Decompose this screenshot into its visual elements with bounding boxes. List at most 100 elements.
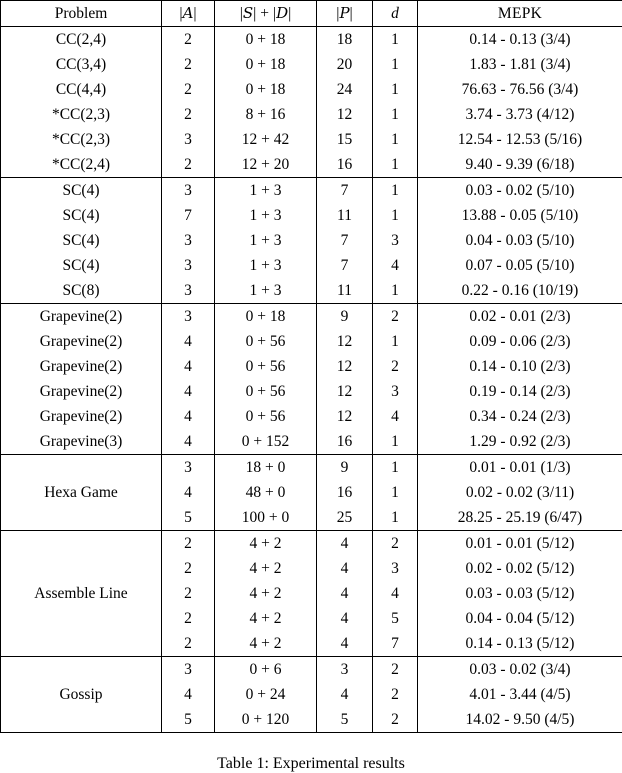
propositions-cell: 20 <box>317 52 373 77</box>
mepk-cell: 0.04 - 0.03 (5/10) <box>418 228 622 253</box>
propositions-cell: 9 <box>317 304 373 330</box>
agents-cell: 3 <box>162 657 215 683</box>
problem-cell: SC(8) <box>1 278 162 304</box>
depth-cell: 1 <box>373 152 418 178</box>
agents-cell: 2 <box>162 77 215 102</box>
mepk-cell: 76.63 - 76.56 (3/4) <box>418 77 622 102</box>
problem-cell: SC(4) <box>1 253 162 278</box>
depth-cell: 5 <box>373 606 418 631</box>
propositions-cell: 9 <box>317 455 373 481</box>
depth-cell: 2 <box>373 304 418 330</box>
depth-cell: 7 <box>373 631 418 657</box>
states-domains-cell: 0 + 18 <box>215 52 317 77</box>
propositions-cell: 11 <box>317 203 373 228</box>
propositions-cell: 4 <box>317 581 373 606</box>
mepk-cell: 13.88 - 0.05 (5/10) <box>418 203 622 228</box>
problem-cell: SC(4) <box>1 203 162 228</box>
states-domains-cell: 0 + 6 <box>215 657 317 683</box>
header-label-problem: Problem <box>55 5 108 22</box>
problem-group-label: Gossip <box>1 657 162 733</box>
agents-cell: 2 <box>162 52 215 77</box>
agents-cell: 2 <box>162 556 215 581</box>
agents-cell: 3 <box>162 127 215 152</box>
depth-cell: 3 <box>373 228 418 253</box>
mepk-cell: 0.14 - 0.13 (3/4) <box>418 27 622 53</box>
depth-cell: 1 <box>373 329 418 354</box>
agents-cell: 3 <box>162 304 215 330</box>
depth-cell: 3 <box>373 556 418 581</box>
depth-cell: 1 <box>373 127 418 152</box>
table-caption: Table 1: Experimental results <box>0 755 622 773</box>
propositions-cell: 12 <box>317 354 373 379</box>
problem-cell: CC(3,4) <box>1 52 162 77</box>
states-domains-cell: 1 + 3 <box>215 203 317 228</box>
depth-cell: 1 <box>373 429 418 455</box>
propositions-cell: 24 <box>317 77 373 102</box>
depth-cell: 1 <box>373 27 418 53</box>
agents-cell: 4 <box>162 429 215 455</box>
propositions-cell: 16 <box>317 480 373 505</box>
depth-cell: 4 <box>373 404 418 429</box>
states-domains-cell: 4 + 2 <box>215 531 317 557</box>
script-d-symbol: D <box>276 4 288 22</box>
depth-cell: 1 <box>373 102 418 127</box>
states-domains-cell: 1 + 3 <box>215 178 317 204</box>
header-label-depth: d <box>391 5 399 22</box>
propositions-cell: 11 <box>317 278 373 304</box>
mepk-cell: 0.01 - 0.01 (5/12) <box>418 531 622 557</box>
problem-cell: Grapevine(2) <box>1 379 162 404</box>
mepk-cell: 0.14 - 0.10 (2/3) <box>418 354 622 379</box>
propositions-cell: 25 <box>317 505 373 531</box>
propositions-cell: 7 <box>317 228 373 253</box>
problem-cell: Grapevine(2) <box>1 404 162 429</box>
bar-icon-4: | <box>288 5 291 22</box>
problem-cell: SC(4) <box>1 228 162 253</box>
agents-cell: 4 <box>162 404 215 429</box>
depth-cell: 1 <box>373 52 418 77</box>
results-table-container: Problem |A| |S| + |D| |P| d MEPK CC(2,4)… <box>0 0 622 733</box>
depth-cell: 1 <box>373 178 418 204</box>
agents-cell: 2 <box>162 581 215 606</box>
propositions-cell: 4 <box>317 531 373 557</box>
problem-group-label: Hexa Game <box>1 455 162 531</box>
mepk-cell: 0.02 - 0.02 (3/11) <box>418 480 622 505</box>
depth-cell: 4 <box>373 581 418 606</box>
mepk-cell: 14.02 - 9.50 (4/5) <box>418 707 622 733</box>
propositions-cell: 15 <box>317 127 373 152</box>
mepk-cell: 28.25 - 25.19 (6/47) <box>418 505 622 531</box>
bar-close-icon: | <box>193 5 196 22</box>
problem-cell: Grapevine(2) <box>1 329 162 354</box>
states-domains-cell: 0 + 18 <box>215 304 317 330</box>
mepk-cell: 0.02 - 0.01 (2/3) <box>418 304 622 330</box>
states-domains-cell: 4 + 2 <box>215 556 317 581</box>
depth-cell: 1 <box>373 505 418 531</box>
mepk-cell: 0.03 - 0.03 (5/12) <box>418 581 622 606</box>
agents-cell: 3 <box>162 228 215 253</box>
mepk-cell: 0.02 - 0.02 (5/12) <box>418 556 622 581</box>
states-domains-cell: 18 + 0 <box>215 455 317 481</box>
propositions-cell: 16 <box>317 152 373 178</box>
column-header-states-domains: |S| + |D| <box>215 1 317 27</box>
states-domains-cell: 100 + 0 <box>215 505 317 531</box>
states-domains-cell: 0 + 120 <box>215 707 317 733</box>
depth-cell: 4 <box>373 253 418 278</box>
propositions-cell: 7 <box>317 178 373 204</box>
agents-cell: 2 <box>162 606 215 631</box>
mepk-cell: 0.34 - 0.24 (2/3) <box>418 404 622 429</box>
bar-icon-2: | <box>253 5 256 22</box>
states-domains-cell: 0 + 18 <box>215 77 317 102</box>
depth-cell: 1 <box>373 77 418 102</box>
